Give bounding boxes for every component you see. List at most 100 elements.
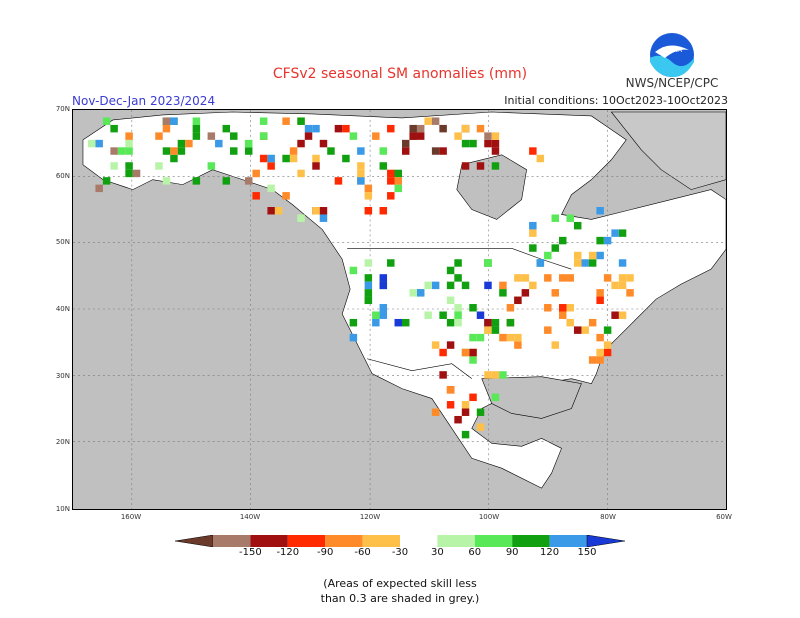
lat-label: 50N [55,238,70,246]
land-greenland [610,111,726,190]
anomaly-cell [342,154,350,163]
anomaly-cell [379,304,388,312]
anomaly-cell [282,154,290,163]
legend-label: -150 [239,547,262,558]
anomaly-cell [596,207,604,215]
legend-swatch [287,535,326,547]
anomaly-cell [416,124,425,133]
anomaly-cell [603,341,612,349]
anomaly-cell [282,192,290,200]
anomaly-cell [491,393,500,402]
graticule [73,110,726,509]
color-legend [175,535,625,547]
legend-swatch [512,535,550,547]
anomaly-cell [110,162,118,170]
legend-label: 30 [431,547,444,558]
anomaly-cell [342,124,350,133]
anomaly-cell [364,289,373,297]
anomaly-cell [304,132,313,140]
anomaly-cell [267,154,275,163]
anomaly-cell [170,154,178,163]
anomaly-cell [626,274,634,282]
anomaly-cell [312,154,320,163]
anomaly-cell [588,318,597,327]
anomaly-cell [230,147,238,155]
anomaly-cell [170,117,178,125]
anomaly-cell [618,259,627,267]
anomaly-cell [476,124,485,133]
anomaly-cell [499,281,507,290]
anomaly-cell [364,274,373,282]
anomaly-cell [596,289,604,297]
anomaly-cell [573,259,582,267]
anomaly-cell [476,162,485,170]
anomaly-cell [387,177,395,185]
anomaly-cell [207,132,216,140]
noaa-logo-icon: NOAA [650,33,694,78]
anomaly-cell [484,326,492,334]
anomaly-cell [454,415,462,424]
anomaly-cell [364,184,373,193]
anomaly-cell [476,311,485,319]
anomaly-cell [559,236,567,245]
anomaly-cell [319,139,328,148]
anomaly-cell [446,296,455,305]
anomaly-cell [469,139,477,148]
legend-swatch [213,535,251,547]
legend-label: 150 [577,547,597,558]
legend-swatch [175,535,214,547]
anomaly-cell [566,274,574,282]
anomaly-cell [409,132,417,140]
anomaly-cell [454,132,462,140]
anomaly-cell [170,147,178,155]
anomaly-cell [364,281,373,290]
anomaly-cell [357,147,365,155]
anomaly-cell [596,333,604,342]
anomaly-cell [387,124,395,133]
anomaly-cell [476,333,485,342]
anomaly-cell [327,147,335,155]
anomaly-cell [95,184,103,193]
anomaly-cell [559,274,567,282]
lat-label: 40N [55,305,70,313]
anomaly-cell [566,318,574,327]
skill-note-line2: than 0.3 are shaded in grey.) [320,592,480,605]
anomaly-cell [581,326,589,334]
anomaly-cell [536,154,545,163]
anomaly-cell [559,311,567,319]
anomaly-cell [454,274,462,282]
anomaly-cell [484,318,492,327]
lat-label: 20N [55,438,70,446]
anomaly-cell [461,281,470,290]
anomaly-cell [192,117,201,125]
anomaly-cell [551,214,560,222]
anomaly-cell [454,311,462,319]
anomaly-cell [603,348,612,357]
anomaly-cell [357,169,365,178]
anomaly-cell [424,311,432,319]
anomaly-cell [551,244,560,252]
anomaly-cell [461,348,470,357]
anomaly-cell [304,124,313,133]
anomaly-cell [192,132,201,140]
legend-label: -60 [354,547,371,558]
anomaly-cell [603,236,612,245]
anomaly-cell [87,139,96,148]
anomaly-cell [573,221,582,230]
anomaly-cell [431,408,440,416]
anomaly-cell [514,296,522,305]
anomaly-cell [394,169,402,178]
anomaly-cell [618,311,627,319]
anomaly-cell [484,259,492,267]
anomaly-cell [379,162,388,170]
anomaly-cell [446,318,455,327]
anomaly-cell [244,147,253,155]
anomaly-map [72,109,727,510]
anomaly-cell [484,132,492,140]
lon-label: 80W [600,513,616,521]
anomaly-cell [618,281,627,290]
anomaly-cell [596,296,604,305]
anomaly-cell [544,304,552,312]
anomaly-cell [162,147,171,155]
anomaly-cell [439,348,447,357]
